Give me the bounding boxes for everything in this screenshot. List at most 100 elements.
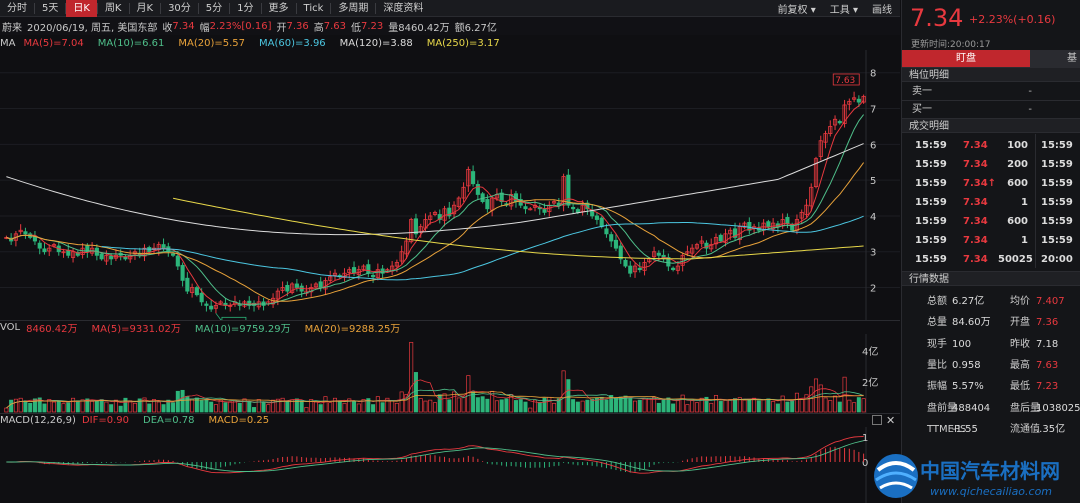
candle [628,261,633,278]
volume-bar [123,397,128,413]
candle [694,242,700,250]
trade-price: 7.34 [963,235,988,246]
volume-bar [94,400,99,413]
trade-row: 15:59 7.34 1 15:59 [902,231,1080,250]
tab-period-4[interactable]: 月K [136,2,154,14]
volume-bar [823,397,828,413]
ma10-line [6,114,864,306]
market-label: TTMEPS [927,423,967,435]
volume-bar [642,398,647,413]
volume-bar [647,397,652,413]
tab-period-8[interactable]: 更多 [268,2,289,14]
candle [618,242,623,264]
kline-chart[interactable]: 8 7 6 5 4 3 2 7.63 1.19 [0,50,900,320]
adjust-dropdown[interactable]: 前复权 ▾ [777,4,816,16]
tab-watch[interactable]: 盯盘 [902,50,1030,67]
tab-period-1[interactable]: 5天 [42,2,59,14]
candle [823,130,828,149]
close-pane-icon[interactable]: ✕ [886,414,896,427]
trade-row: 15:59 7.34 100 15:59 [902,136,1080,155]
pct-value: 2.23% [209,20,242,32]
volume-bar [161,404,166,413]
volume-bar [71,397,76,413]
volume-bar [61,403,66,413]
trades-title: 成交明细 [902,118,1080,133]
maximize-pane-icon[interactable] [872,415,882,425]
volume-bar [404,394,409,413]
volume-bar [285,400,290,413]
volume-tick: 2亿 [862,376,878,389]
volume-bar [371,404,376,413]
tools-dropdown[interactable]: 工具 ▾ [829,4,858,16]
trade-time-2: 15:59 [1041,216,1073,227]
volume-bar [580,400,585,413]
market-value-2: 7.36 [1036,317,1059,329]
candle [185,272,190,294]
macd-chart[interactable]: 10 [0,427,900,503]
candle [813,156,819,189]
draw-line-button[interactable]: 画线 [872,4,892,16]
market-label: 盘前量 [927,402,957,414]
candle [42,242,47,255]
price-tick: 6 [870,140,876,151]
tab-period-0[interactable]: 分时 [7,2,27,14]
market-label-2: 流通值 [1010,423,1040,435]
volume-bar [780,395,785,413]
market-label-2: 昨收 [1010,338,1030,350]
volume-bar [513,400,518,413]
candle [447,201,452,219]
low-label: 低 [351,22,362,34]
candle [194,285,199,297]
panel-tabs: 盯盘 基 [902,50,1080,67]
globe-icon [874,454,918,498]
volume-bar [747,398,752,413]
volume-bar [304,407,309,413]
volume-bar [399,391,404,413]
volume-bar [637,399,642,413]
trade-time: 15:59 [915,254,947,265]
trade-row: 15:59 7.34 50025 20:00 [902,250,1080,269]
tab-period-5[interactable]: 30分 [168,2,191,14]
candle [75,250,80,258]
candle [318,276,323,292]
volume-bar [542,397,547,413]
tab-period-10[interactable]: 多周期 [338,2,369,14]
trade-row: 15:59 7.34 1 15:59 [902,193,1080,212]
volume-bar [728,399,733,413]
volume-chart[interactable]: 4亿 2亿 [0,334,900,413]
volume-legend: VOL 8460.42万 MA(5)=9331.02万 MA(10)=9759.29… [0,320,900,335]
tab-period-11[interactable]: 深度资料 [383,2,424,14]
volume-bar [571,399,576,413]
market-row: 振幅 5.57% 最低 7.23 [902,377,1080,396]
watermark-text: 中国汽车材料网 [920,459,1060,483]
market-value-2: ..35亿 [1036,423,1066,435]
candle [523,202,528,214]
candle [166,242,171,257]
market-label: 总量 [927,317,947,329]
candle [304,285,309,297]
trade-time-2: 15:59 [1041,140,1073,151]
candle [461,182,466,202]
trade-volume: 50025 [998,254,1033,265]
low-marker-label: 1.19 [224,319,244,320]
volume-bar [461,396,466,413]
tab-period-3[interactable]: 周K [104,2,122,14]
candle [18,224,23,235]
candle [828,120,833,137]
volume-bar [456,397,461,413]
chg-value: [0.16] [241,20,272,32]
market-value-2: 1038025 [1036,402,1080,414]
tab-period-7[interactable]: 1分 [237,2,254,14]
candle [471,165,476,187]
tab-period-2[interactable]: 日K [66,0,97,17]
orderbook-row-ask: 卖一 - [912,84,1032,100]
tab-fundamental[interactable]: 基 [1030,50,1080,67]
candle [451,201,457,219]
volume-bar [809,386,814,413]
trade-row: 15:59 7.34 600 15:59 [902,212,1080,231]
candle [37,240,42,255]
vol-value: 8460.42万 [398,22,450,34]
tab-period-9[interactable]: Tick [303,2,324,14]
tab-period-6[interactable]: 5分 [205,2,223,14]
volume-bar [790,400,795,413]
